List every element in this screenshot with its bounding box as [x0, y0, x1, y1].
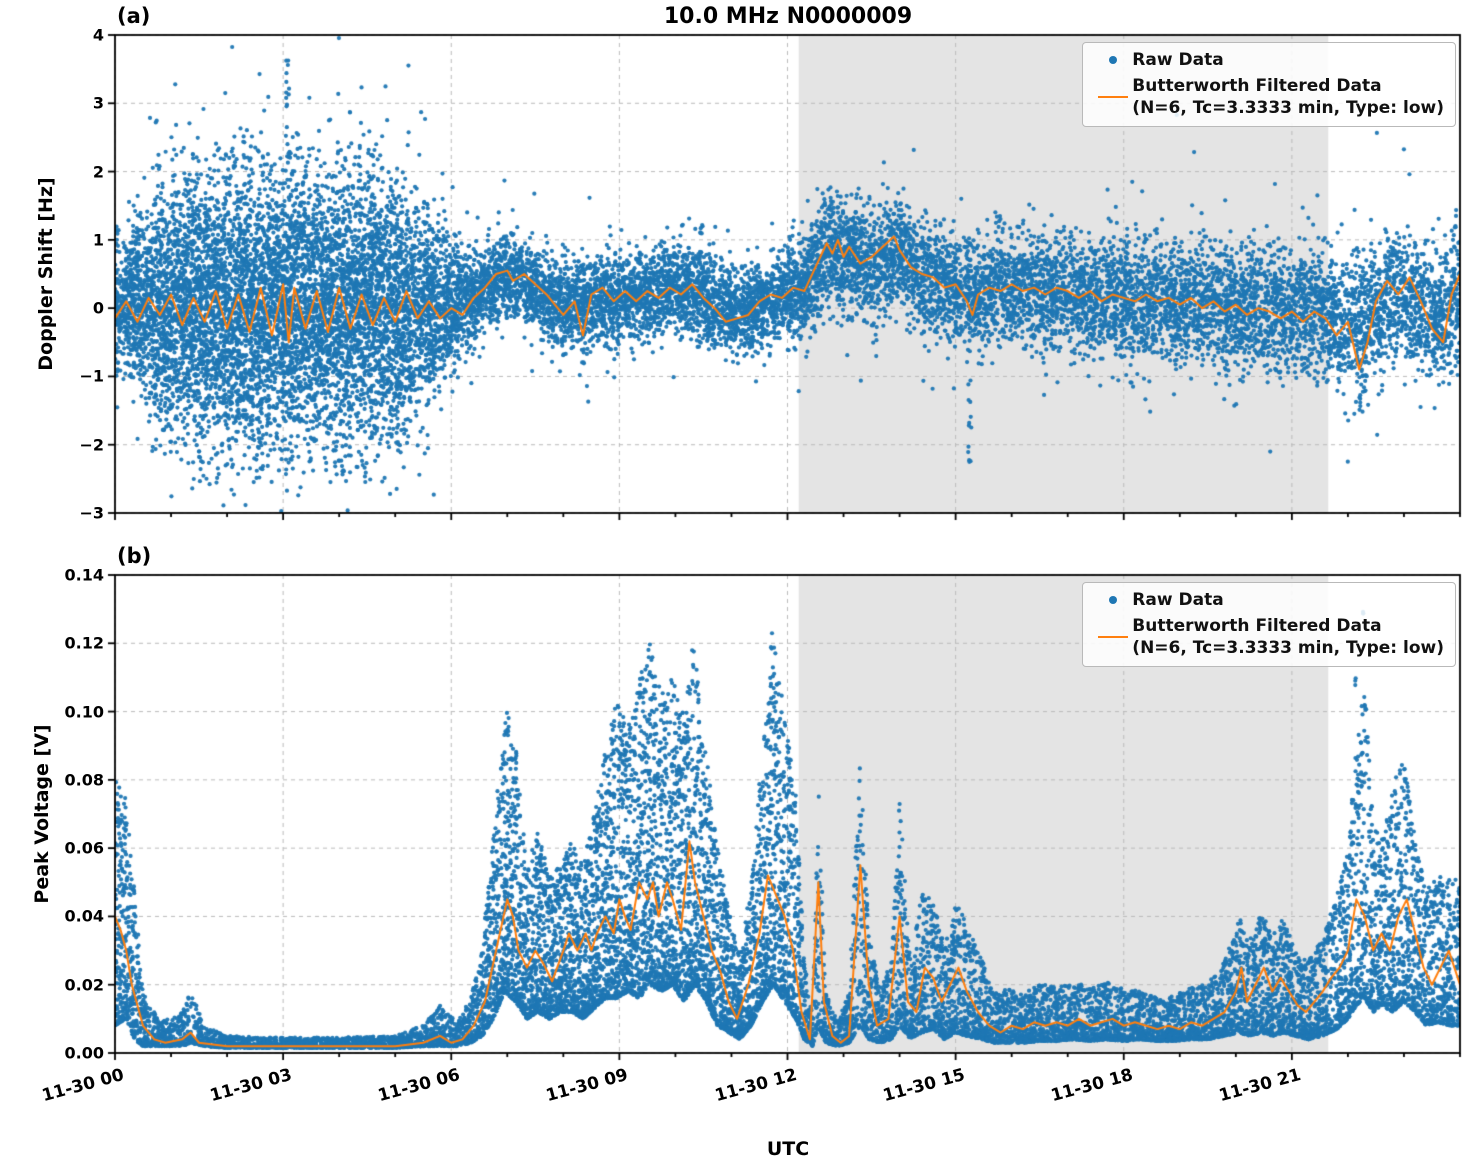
legend-filtered-sublabel: (N=6, Tc=3.3333 min, Type: low) [1132, 98, 1444, 119]
legend-item-filtered: Butterworth Filtered Data (N=6, Tc=3.333… [1094, 615, 1444, 659]
legend-panel-a: Raw Data Butterworth Filtered Data (N=6,… [1082, 42, 1456, 128]
legend-panel-b: Raw Data Butterworth Filtered Data (N=6,… [1082, 582, 1456, 668]
legend-filtered-label: Butterworth Filtered Data [1132, 616, 1382, 636]
legend-item-filtered: Butterworth Filtered Data (N=6, Tc=3.333… [1094, 75, 1444, 119]
legend-filtered-sublabel: (N=6, Tc=3.3333 min, Type: low) [1132, 638, 1444, 659]
raw-data-marker-icon [1094, 56, 1132, 64]
legend-item-raw: Raw Data [1094, 50, 1444, 70]
filtered-data-marker-icon [1094, 96, 1132, 99]
legend-filtered-label: Butterworth Filtered Data [1132, 76, 1382, 96]
legend-raw-label: Raw Data [1132, 50, 1224, 70]
legend-raw-label: Raw Data [1132, 590, 1224, 610]
raw-data-marker-icon [1094, 596, 1132, 604]
legend-item-raw: Raw Data [1094, 590, 1444, 610]
filtered-data-marker-icon [1094, 636, 1132, 639]
